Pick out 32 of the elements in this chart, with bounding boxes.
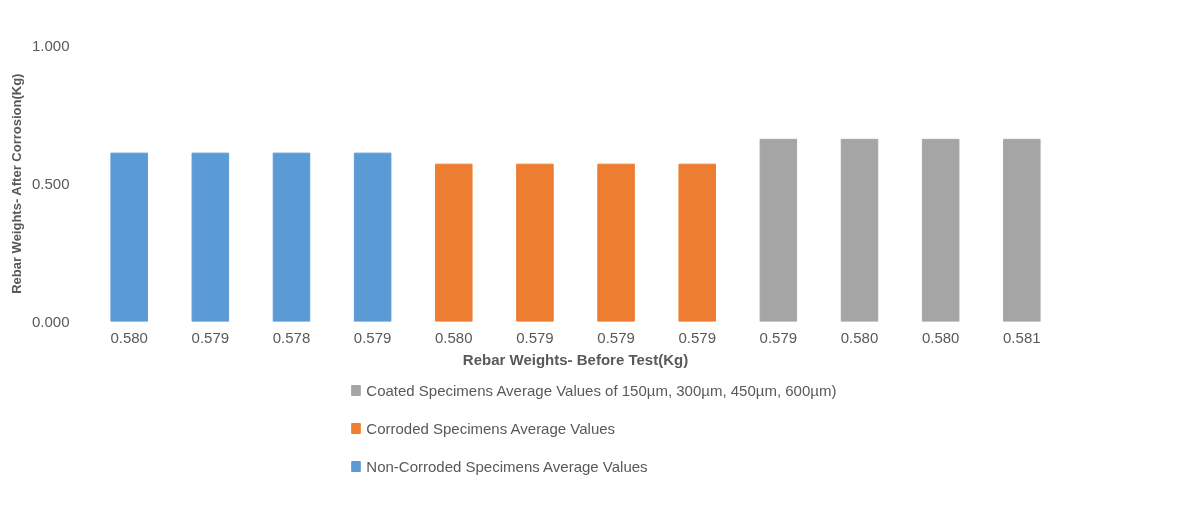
x-tick-label: 0.580 <box>840 328 879 346</box>
bar <box>1003 138 1041 322</box>
bar <box>353 152 392 322</box>
x-tick-label: 0.579 <box>516 328 554 346</box>
bar <box>435 163 473 322</box>
x-tick-label: 0.578 <box>272 328 311 346</box>
bar <box>597 163 635 322</box>
bar <box>191 152 230 322</box>
legend-label: Non-Corroded Specimens Average Values <box>366 458 648 475</box>
x-tick-label: 0.579 <box>191 328 230 346</box>
x-tick-label: 0.581 <box>1003 328 1041 346</box>
bar <box>759 138 798 322</box>
x-axis-title: Rebar Weights- Before Test(Kg) <box>462 350 689 368</box>
bar <box>840 138 879 322</box>
x-tick-label: 0.579 <box>353 328 392 346</box>
x-tick-label: 0.579 <box>597 328 635 346</box>
x-tick-label: 0.579 <box>759 328 798 346</box>
bar <box>110 152 148 322</box>
y-tick-label: 1.000 <box>31 36 70 54</box>
legend-label: Corroded Specimens Average Values <box>366 420 616 437</box>
y-tick-label: 0.500 <box>31 174 70 192</box>
legend-label: Coated Specimens Average Values of 150µm, 300µm, 450µm, 600µm) <box>366 382 837 399</box>
bar <box>516 163 554 322</box>
x-tick-label: 0.580 <box>921 328 960 346</box>
bar <box>921 138 960 322</box>
bar <box>678 163 716 322</box>
x-tick-label: 0.579 <box>678 328 716 346</box>
x-tick-label: 0.580 <box>435 328 473 346</box>
y-axis-title: Rebar Weights- After Corrosion(Kg) <box>8 73 24 294</box>
x-tick-label: 0.580 <box>110 328 148 346</box>
bar <box>272 152 311 322</box>
y-tick-label: 0.000 <box>31 312 70 330</box>
